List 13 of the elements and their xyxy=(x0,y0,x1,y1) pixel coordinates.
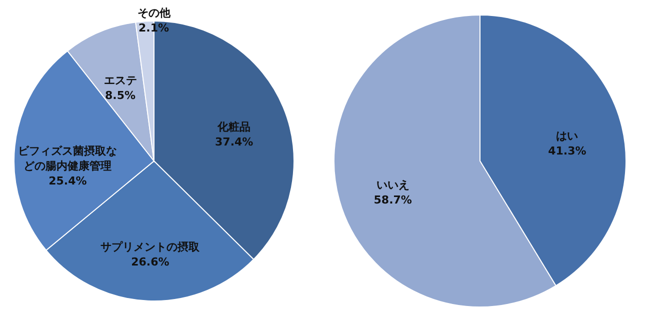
data-label: 37.4% xyxy=(215,136,254,149)
slice-label: 化粧品 xyxy=(216,120,251,134)
data-label: 25.4% xyxy=(48,174,87,188)
slice-label: いいえ xyxy=(376,178,410,192)
data-label: 26.6% xyxy=(131,256,170,269)
slice-label: ビフィズス菌摂取などの腸内健康管理 xyxy=(18,144,118,173)
data-label: 8.5% xyxy=(105,89,136,102)
slice-label: エステ xyxy=(104,74,137,88)
slice-label: サプリメントの摂取 xyxy=(100,240,201,254)
data-label: 58.7% xyxy=(374,193,412,206)
slice-label: はい xyxy=(556,130,578,143)
data-label: 41.3% xyxy=(548,144,586,158)
slice-label: その他 xyxy=(137,6,172,20)
